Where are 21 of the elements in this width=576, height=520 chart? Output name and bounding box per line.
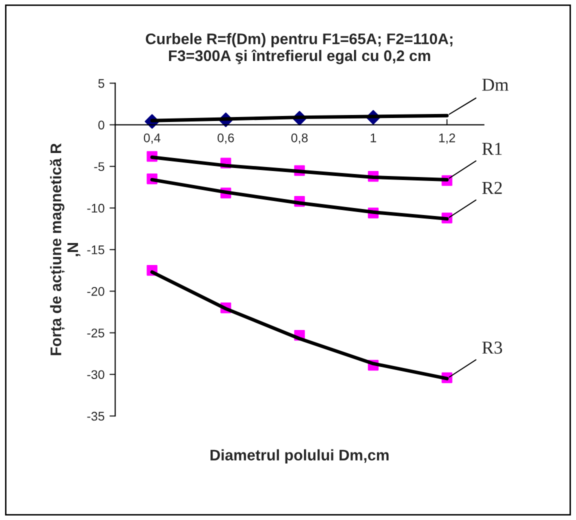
annotation: R2 bbox=[482, 182, 502, 194]
y-tick-label: -5 bbox=[94, 162, 104, 172]
x-tick-label: 1 bbox=[370, 134, 376, 142]
y-tick-label: -15 bbox=[87, 246, 104, 254]
x-axis-title: Diametrul polului Dm,cm bbox=[210, 449, 389, 464]
y-axis-title: Forța de acțiune magnetică R ,N bbox=[50, 143, 80, 356]
x-tick-label: 0,6 bbox=[218, 133, 234, 144]
annotation: R3 bbox=[482, 342, 502, 354]
annotation: R1 bbox=[482, 142, 502, 155]
y-tick-label: -30 bbox=[87, 370, 104, 380]
annotation: Dm bbox=[482, 78, 508, 91]
y-tick-label: -35 bbox=[87, 412, 104, 421]
chart-title: Curbele R=f(Dm) pentru F1=65A; F2=110A; F3=300A şi întrefierul egal cu 0,2 cm bbox=[146, 33, 452, 64]
x-tick-label: 1,2 bbox=[439, 133, 456, 144]
x-tick-label: 0,4 bbox=[144, 133, 160, 144]
y-tick-label: 5 bbox=[98, 79, 104, 88]
y-tick-label: -25 bbox=[87, 328, 104, 338]
x-tick-label: 0,8 bbox=[291, 133, 308, 144]
y-tick-label: -10 bbox=[87, 204, 104, 213]
y-tick-label: 0 bbox=[98, 120, 104, 130]
y-tick-label: -20 bbox=[87, 287, 104, 296]
